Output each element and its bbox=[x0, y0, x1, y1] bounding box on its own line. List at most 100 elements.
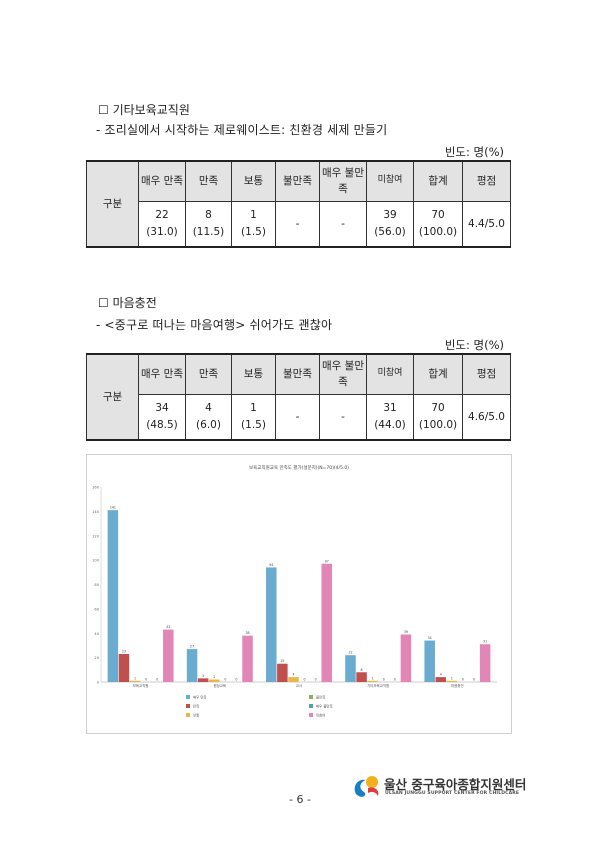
section-title: ☐ 마음충전 bbox=[98, 296, 157, 310]
chart-bar bbox=[479, 644, 491, 682]
y-tick-label: 100 bbox=[92, 559, 100, 563]
bar-value-label: 0 bbox=[156, 678, 158, 682]
header-cell: 보통 bbox=[231, 353, 276, 395]
section-title: ☐ 기타보육교직원 bbox=[98, 103, 190, 117]
bar-value-label: 0 bbox=[394, 678, 396, 682]
value-cell: 1 (1.5) bbox=[231, 393, 276, 441]
logo-text: 울산 중구육아종합지원센터 bbox=[384, 777, 527, 792]
unit-label: 빈도: 명(%) bbox=[444, 145, 504, 159]
chart-bar bbox=[107, 510, 119, 682]
bar-value-label: 15 bbox=[280, 659, 284, 663]
value-cell: 39 (56.0) bbox=[366, 200, 414, 248]
chart-bar bbox=[345, 655, 356, 682]
chart-bar bbox=[288, 677, 299, 682]
y-tick-label: 0 bbox=[97, 681, 100, 685]
value-cell: 70 (100.0) bbox=[413, 393, 463, 441]
header-cell: 만족 bbox=[185, 160, 232, 202]
bar-value-label: 38 bbox=[245, 631, 249, 635]
value-cell: 8 (11.5) bbox=[185, 200, 232, 248]
chart-bar bbox=[446, 680, 458, 682]
y-tick-label: 120 bbox=[92, 534, 100, 538]
header-cell: 평점 bbox=[462, 353, 511, 395]
chart-bar bbox=[367, 680, 378, 682]
x-tick-label: 원장교육 bbox=[214, 683, 226, 688]
bar-value-label: 34 bbox=[428, 636, 432, 640]
section-subtitle: - 조리실에서 시작하는 제로웨이스트: 친환경 세제 만들기 bbox=[96, 123, 388, 137]
header-cell: 만족 bbox=[185, 353, 232, 395]
bar-value-label: 1 bbox=[372, 676, 374, 680]
chart-svg: 보육교직원교육 만족도 평가(설문지)(N=70)(4/5.0)02040608… bbox=[92, 464, 497, 718]
header-cell: 평점 bbox=[462, 160, 511, 202]
bar-value-label: 2 bbox=[213, 675, 215, 679]
bar-value-label: 0 bbox=[462, 678, 464, 682]
header-cell: 합계 bbox=[413, 353, 463, 395]
legend-swatch bbox=[186, 704, 190, 708]
legend-label: 보통 bbox=[193, 713, 199, 718]
row-header: 구분 bbox=[86, 160, 139, 248]
legend-swatch bbox=[309, 704, 313, 708]
bar-value-label: 27 bbox=[190, 645, 194, 649]
bar-value-label: 23 bbox=[122, 649, 126, 653]
value-cell: - bbox=[275, 200, 320, 248]
x-tick-label: 보육교직원 bbox=[133, 683, 149, 688]
header-cell: 미참여 bbox=[366, 160, 414, 202]
bar-value-label: 0 bbox=[145, 678, 147, 682]
chart-title: 보육교직원교육 만족도 평가(설문지)(N=70)(4/5.0) bbox=[249, 464, 349, 471]
value-cell: 1 (1.5) bbox=[231, 200, 276, 248]
bar-value-label: 0 bbox=[224, 678, 226, 682]
legend-label: 불만족 bbox=[316, 695, 325, 700]
chart-bar bbox=[356, 672, 367, 682]
row-header: 구분 bbox=[86, 353, 139, 441]
satisfaction-table: 구분 매우 만족 만족 보통 불만족 매우 불만족 미참여 합계 평점 22 (3… bbox=[86, 160, 511, 248]
header-cell: 매우 불만족 bbox=[319, 160, 367, 202]
chart-bar bbox=[209, 679, 220, 682]
header-cell: 보통 bbox=[231, 160, 276, 202]
bar-value-label: 94 bbox=[269, 563, 273, 567]
legend-label: 만족 bbox=[193, 704, 199, 709]
header-cell: 매우 만족 bbox=[138, 353, 186, 395]
satisfaction-table: 구분 매우 만족 만족 보통 불만족 매우 불만족 미참여 합계 평점 34 (4… bbox=[86, 353, 511, 441]
chart-bar bbox=[163, 629, 174, 682]
legend-swatch bbox=[309, 713, 313, 717]
legend-swatch bbox=[186, 695, 190, 699]
value-cell: - bbox=[319, 393, 367, 441]
bar-value-label: 8 bbox=[361, 668, 363, 672]
value-cell: 70 (100.0) bbox=[413, 200, 463, 248]
legend-swatch bbox=[186, 713, 190, 717]
chart-bar bbox=[186, 649, 198, 682]
bar-value-label: 0 bbox=[383, 678, 385, 682]
x-tick-label: 마음충전 bbox=[451, 683, 463, 688]
y-tick-label: 160 bbox=[92, 486, 100, 490]
chart-bar bbox=[400, 634, 412, 682]
value-cell: 31 (44.0) bbox=[366, 393, 414, 441]
value-cell: 4 (6.0) bbox=[185, 393, 232, 441]
value-cell: 4.4/5.0 bbox=[462, 200, 511, 248]
bar-value-label: 22 bbox=[348, 651, 352, 655]
bar-value-label: 4 bbox=[440, 673, 442, 677]
page-number: - 6 - bbox=[289, 793, 311, 806]
chart-bar bbox=[266, 567, 277, 682]
value-cell: 22 (31.0) bbox=[138, 200, 186, 248]
header-cell: 합계 bbox=[413, 160, 463, 202]
chart-bar bbox=[118, 653, 130, 682]
header-cell: 미참여 bbox=[366, 353, 414, 395]
bar-value-label: 97 bbox=[325, 559, 329, 563]
legend-label: 매우 불만족 bbox=[316, 704, 333, 709]
bar-value-label: 3 bbox=[202, 674, 204, 678]
chart-bar bbox=[321, 563, 332, 682]
chart-bar bbox=[424, 640, 435, 682]
bar-value-label: 0 bbox=[315, 678, 317, 682]
bar-value-label: 141 bbox=[110, 506, 116, 510]
legend-label: 미참여 bbox=[316, 713, 325, 718]
y-tick-label: 40 bbox=[94, 632, 99, 636]
y-tick-label: 80 bbox=[94, 583, 99, 587]
bar-value-label: 39 bbox=[404, 630, 408, 634]
logo-subtext: ULSAN JUNGGU SUPPORT CENTER FOR CHILDCAR… bbox=[385, 791, 520, 796]
y-tick-label: 60 bbox=[94, 607, 99, 611]
value-cell: 34 (48.5) bbox=[138, 393, 186, 441]
unit-label: 빈도: 명(%) bbox=[444, 338, 504, 352]
legend-label: 매우 만족 bbox=[193, 695, 207, 700]
bar-value-label: 0 bbox=[235, 678, 237, 682]
chart-bar bbox=[277, 663, 288, 682]
legend-swatch bbox=[309, 695, 313, 699]
